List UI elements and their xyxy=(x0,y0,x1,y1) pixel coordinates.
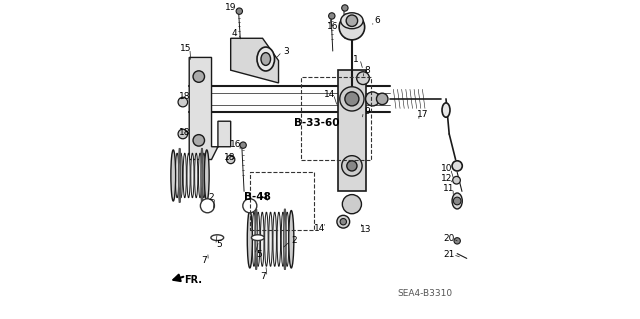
Ellipse shape xyxy=(248,212,252,266)
Ellipse shape xyxy=(273,212,276,266)
Ellipse shape xyxy=(285,212,289,266)
Ellipse shape xyxy=(252,235,264,241)
Text: 3: 3 xyxy=(283,47,289,56)
Text: 18: 18 xyxy=(179,128,190,137)
Ellipse shape xyxy=(204,150,209,201)
Circle shape xyxy=(337,215,349,228)
Circle shape xyxy=(342,195,362,214)
Text: 18: 18 xyxy=(179,92,190,101)
Text: B-48: B-48 xyxy=(244,192,271,202)
Text: 20: 20 xyxy=(444,234,455,243)
Circle shape xyxy=(340,219,346,225)
Circle shape xyxy=(452,161,462,171)
Ellipse shape xyxy=(261,53,271,65)
Ellipse shape xyxy=(442,103,450,117)
Circle shape xyxy=(200,199,214,213)
Circle shape xyxy=(328,13,335,19)
Circle shape xyxy=(240,142,246,148)
Ellipse shape xyxy=(172,153,175,198)
Ellipse shape xyxy=(340,13,363,29)
Ellipse shape xyxy=(289,211,294,268)
Text: FR.: FR. xyxy=(184,275,202,285)
Ellipse shape xyxy=(183,153,186,198)
Circle shape xyxy=(340,87,364,111)
Bar xyxy=(337,70,366,191)
Text: 19: 19 xyxy=(225,4,236,12)
Ellipse shape xyxy=(255,209,257,270)
Circle shape xyxy=(365,92,380,106)
Text: 5: 5 xyxy=(256,250,262,259)
Text: 15: 15 xyxy=(180,44,192,53)
Text: 14: 14 xyxy=(314,224,326,233)
Ellipse shape xyxy=(211,235,223,241)
Circle shape xyxy=(376,93,388,105)
Circle shape xyxy=(243,199,257,213)
Circle shape xyxy=(236,8,243,14)
Circle shape xyxy=(452,176,460,184)
Circle shape xyxy=(345,92,359,106)
Text: 2: 2 xyxy=(208,193,214,202)
Circle shape xyxy=(193,71,205,82)
Text: 6: 6 xyxy=(374,16,380,25)
Ellipse shape xyxy=(252,212,256,266)
Ellipse shape xyxy=(195,153,198,198)
Ellipse shape xyxy=(260,212,264,266)
Ellipse shape xyxy=(277,212,280,266)
Text: 8: 8 xyxy=(364,66,370,75)
Text: 2: 2 xyxy=(292,236,298,245)
Ellipse shape xyxy=(257,212,260,266)
Circle shape xyxy=(454,238,460,244)
Ellipse shape xyxy=(202,153,205,198)
Text: 9: 9 xyxy=(364,107,370,116)
Circle shape xyxy=(342,5,348,11)
Text: 4: 4 xyxy=(232,29,237,38)
Circle shape xyxy=(346,15,358,26)
Ellipse shape xyxy=(452,193,462,209)
Circle shape xyxy=(178,129,188,139)
Text: 21: 21 xyxy=(444,250,455,259)
Polygon shape xyxy=(230,38,278,83)
Ellipse shape xyxy=(201,148,203,203)
Text: 17: 17 xyxy=(417,110,428,119)
Text: 14: 14 xyxy=(324,90,335,99)
Ellipse shape xyxy=(175,153,179,198)
Circle shape xyxy=(178,97,188,107)
Ellipse shape xyxy=(257,47,275,71)
Ellipse shape xyxy=(187,153,190,198)
Text: 18: 18 xyxy=(224,153,236,162)
Text: 16: 16 xyxy=(230,140,242,149)
Text: 11: 11 xyxy=(444,184,455,193)
Ellipse shape xyxy=(198,153,202,198)
Circle shape xyxy=(227,155,235,164)
Circle shape xyxy=(347,161,357,171)
Circle shape xyxy=(356,72,369,85)
Ellipse shape xyxy=(281,212,285,266)
Text: 16: 16 xyxy=(327,22,339,31)
Text: 12: 12 xyxy=(441,174,452,182)
Ellipse shape xyxy=(284,209,286,270)
Ellipse shape xyxy=(269,212,272,266)
Circle shape xyxy=(193,135,205,146)
Ellipse shape xyxy=(179,153,182,198)
Text: 7: 7 xyxy=(260,272,266,281)
Text: 10: 10 xyxy=(441,164,452,173)
Text: 7: 7 xyxy=(202,256,207,265)
Circle shape xyxy=(342,156,362,176)
Circle shape xyxy=(453,197,461,205)
Ellipse shape xyxy=(171,150,175,201)
Text: 1: 1 xyxy=(353,55,359,63)
Text: 13: 13 xyxy=(360,225,371,234)
Ellipse shape xyxy=(265,212,268,266)
Circle shape xyxy=(339,14,365,40)
Text: B-33-60: B-33-60 xyxy=(294,118,340,128)
Ellipse shape xyxy=(179,148,180,203)
Text: 5: 5 xyxy=(216,241,222,249)
Ellipse shape xyxy=(247,211,252,268)
Text: SEA4-B3310: SEA4-B3310 xyxy=(397,289,453,298)
Ellipse shape xyxy=(191,153,194,198)
Polygon shape xyxy=(189,57,230,160)
